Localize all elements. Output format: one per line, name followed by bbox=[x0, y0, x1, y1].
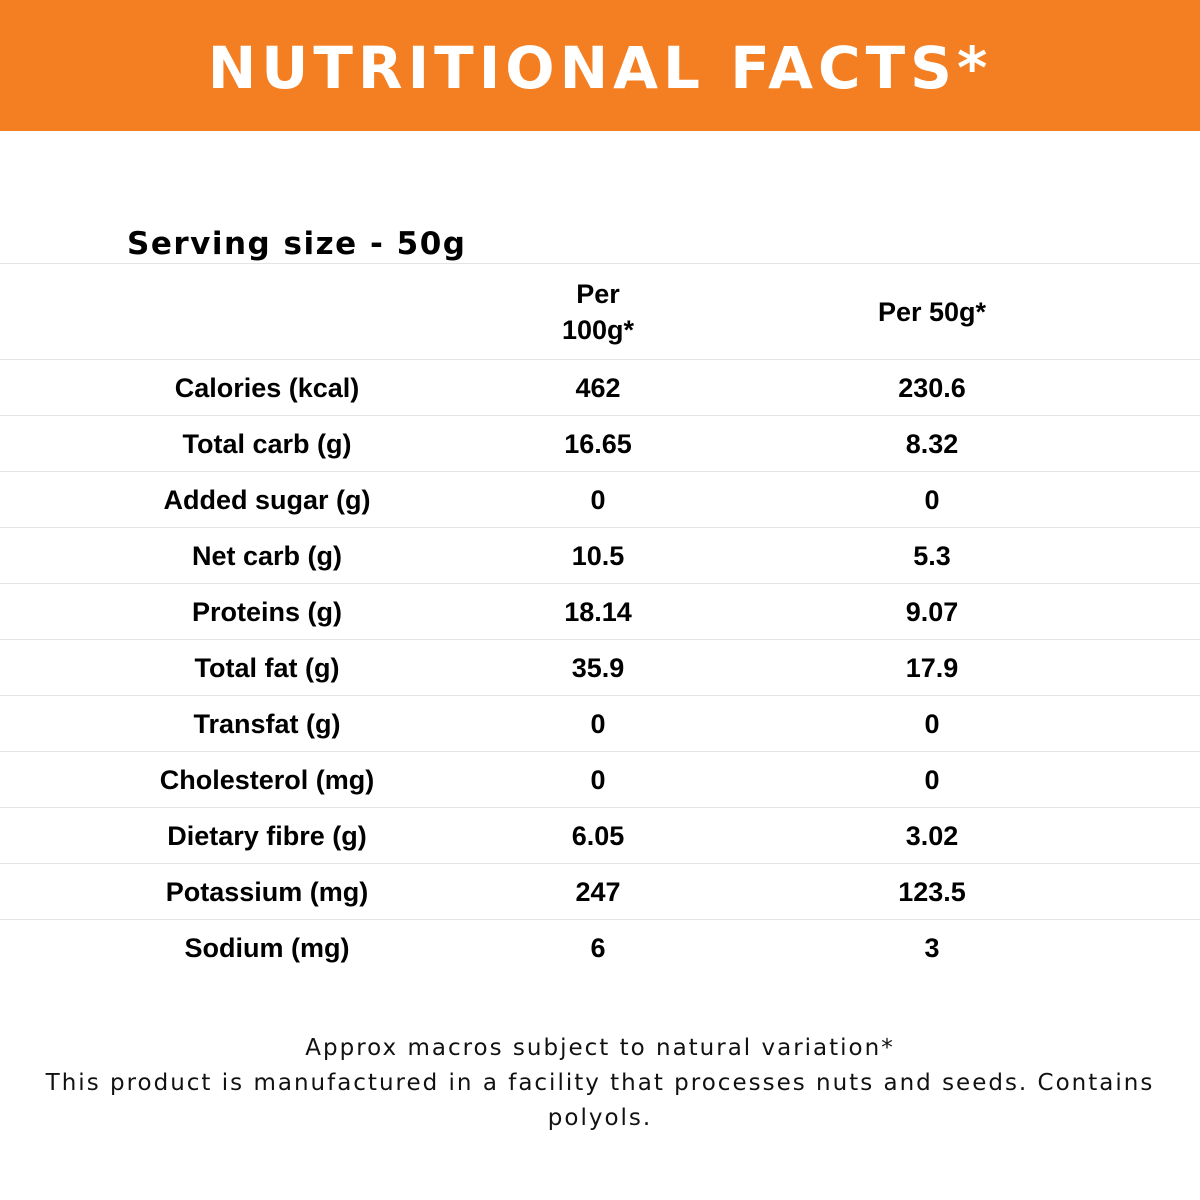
nutrient-name: Total fat (g) bbox=[194, 652, 340, 683]
footer-notes: Approx macros subject to natural variati… bbox=[30, 1031, 1170, 1136]
value-per-100g: 16.65 bbox=[564, 428, 632, 459]
table-row: Potassium (mg) 247 123.5 bbox=[0, 863, 1200, 919]
value-per-50g: 3.02 bbox=[905, 820, 959, 851]
value-per-100g: 0 bbox=[590, 484, 606, 515]
nutrient-name: Sodium (mg) bbox=[184, 932, 350, 963]
table-row: Sodium (mg) 6 3 bbox=[0, 919, 1200, 975]
table-row: Total fat (g) 35.9 17.9 bbox=[0, 639, 1200, 695]
value-per-50g: 0 bbox=[924, 484, 940, 515]
nutrient-name: Total carb (g) bbox=[182, 428, 352, 459]
serving-size-label: Serving size - 50g bbox=[127, 226, 467, 262]
table-row: Calories (kcal) 462 230.6 bbox=[0, 359, 1200, 415]
table-header-row: Per 100g* Per 50g* bbox=[0, 263, 1200, 359]
nutrient-name: Dietary fibre (g) bbox=[167, 820, 367, 851]
value-per-100g: 35.9 bbox=[571, 652, 625, 683]
value-per-50g: 230.6 bbox=[898, 372, 966, 403]
value-per-50g: 123.5 bbox=[898, 876, 966, 907]
value-per-100g: 6.05 bbox=[571, 820, 625, 851]
column-header-per-50g: Per 50g* bbox=[877, 296, 987, 327]
footer-allergen-disclaimer: This product is manufactured in a facili… bbox=[45, 1070, 1155, 1131]
value-per-100g: 18.14 bbox=[564, 596, 632, 627]
nutrient-name: Calories (kcal) bbox=[174, 372, 360, 403]
value-per-50g: 17.9 bbox=[905, 652, 959, 683]
value-per-100g: 10.5 bbox=[571, 540, 625, 571]
value-per-50g: 0 bbox=[924, 764, 940, 795]
nutrient-name: Potassium (mg) bbox=[165, 876, 369, 907]
nutrient-name: Transfat (g) bbox=[193, 708, 341, 739]
value-per-50g: 8.32 bbox=[905, 428, 959, 459]
column-header-nutrient bbox=[67, 264, 467, 359]
value-per-100g: 0 bbox=[590, 708, 606, 739]
table-row: Total carb (g) 16.65 8.32 bbox=[0, 415, 1200, 471]
value-per-50g: 0 bbox=[924, 708, 940, 739]
table-row: Cholesterol (mg) 0 0 bbox=[0, 751, 1200, 807]
value-per-50g: 5.3 bbox=[913, 540, 951, 571]
value-per-100g: 0 bbox=[590, 764, 606, 795]
nutrient-name: Added sugar (g) bbox=[163, 484, 371, 515]
nutrition-table: Per 100g* Per 50g* Calories (kcal) 462 230… bbox=[0, 263, 1200, 975]
table-row: Proteins (g) 18.14 9.07 bbox=[0, 583, 1200, 639]
footer-variation-note: Approx macros subject to natural variati… bbox=[305, 1035, 895, 1061]
header-banner: NUTRITIONAL FACTS* bbox=[0, 0, 1200, 131]
value-per-100g: 6 bbox=[590, 932, 606, 963]
value-per-100g: 247 bbox=[575, 876, 621, 907]
nutrient-name: Proteins (g) bbox=[191, 596, 342, 627]
nutrient-name: Cholesterol (mg) bbox=[159, 764, 375, 795]
table-row: Transfat (g) 0 0 bbox=[0, 695, 1200, 751]
table-row: Net carb (g) 10.5 5.3 bbox=[0, 527, 1200, 583]
value-per-100g: 462 bbox=[575, 372, 621, 403]
column-header-per-100g: Per 100g* bbox=[561, 278, 635, 345]
nutrient-name: Net carb (g) bbox=[191, 540, 343, 571]
page-title: NUTRITIONAL FACTS* bbox=[207, 33, 993, 102]
value-per-50g: 9.07 bbox=[905, 596, 959, 627]
value-per-50g: 3 bbox=[924, 932, 940, 963]
table-row: Added sugar (g) 0 0 bbox=[0, 471, 1200, 527]
table-row: Dietary fibre (g) 6.05 3.02 bbox=[0, 807, 1200, 863]
